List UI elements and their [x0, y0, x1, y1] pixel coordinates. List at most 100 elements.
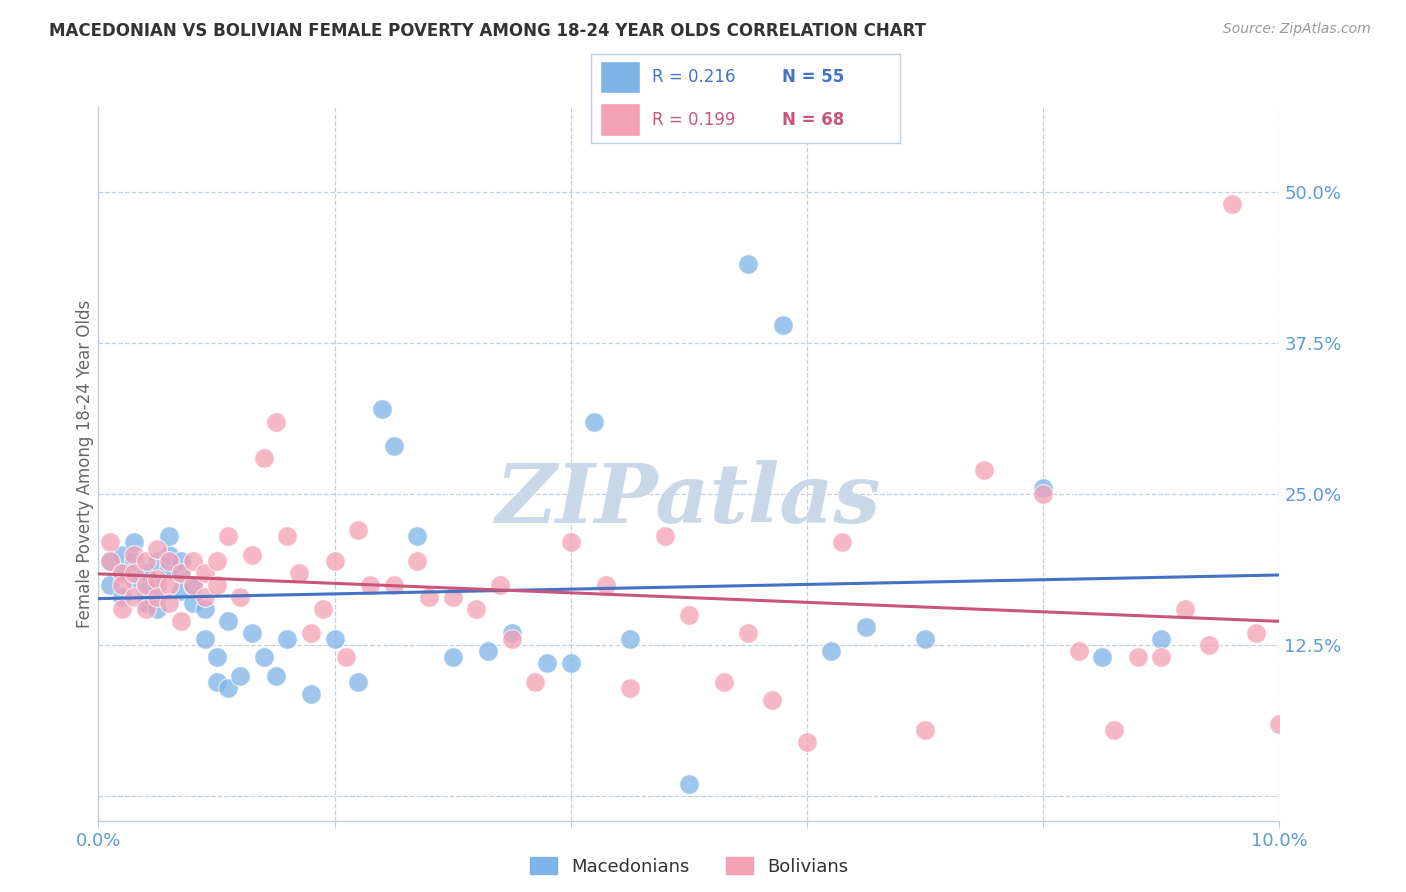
Point	[264, 668, 287, 682]
Point	[737, 257, 759, 271]
Point	[122, 553, 145, 567]
Point	[157, 578, 180, 592]
Point	[157, 548, 180, 562]
Point	[1032, 487, 1054, 501]
Point	[713, 674, 735, 689]
Point	[595, 578, 617, 592]
Point	[441, 650, 464, 665]
Point	[122, 566, 145, 580]
Point	[678, 777, 700, 791]
Point	[135, 596, 157, 610]
Point	[761, 692, 783, 706]
Point	[406, 553, 429, 567]
Point	[501, 626, 523, 640]
Point	[135, 583, 157, 598]
Point	[276, 632, 298, 647]
Point	[654, 529, 676, 543]
Point	[146, 578, 169, 592]
Point	[194, 632, 217, 647]
Text: R = 0.216: R = 0.216	[652, 68, 735, 86]
Point	[299, 626, 322, 640]
Point	[264, 415, 287, 429]
Point	[678, 607, 700, 622]
Point	[135, 602, 157, 616]
Point	[335, 650, 357, 665]
Point	[1244, 626, 1267, 640]
Point	[181, 553, 204, 567]
Point	[111, 566, 134, 580]
Point	[973, 463, 995, 477]
Point	[146, 553, 169, 567]
Point	[135, 566, 157, 580]
Point	[170, 566, 193, 580]
Legend: Macedonians, Bolivians: Macedonians, Bolivians	[523, 850, 855, 883]
Point	[312, 602, 335, 616]
Point	[146, 590, 169, 604]
Point	[181, 578, 204, 592]
Point	[122, 548, 145, 562]
Point	[253, 650, 276, 665]
Point	[737, 626, 759, 640]
Point	[465, 602, 488, 616]
Point	[1150, 632, 1173, 647]
Point	[170, 566, 193, 580]
Point	[98, 535, 121, 549]
Point	[205, 674, 228, 689]
Point	[135, 553, 157, 567]
Point	[122, 535, 145, 549]
Text: R = 0.199: R = 0.199	[652, 111, 735, 128]
Text: MACEDONIAN VS BOLIVIAN FEMALE POVERTY AMONG 18-24 YEAR OLDS CORRELATION CHART: MACEDONIAN VS BOLIVIAN FEMALE POVERTY AM…	[49, 22, 927, 40]
Point	[111, 566, 134, 580]
Point	[1126, 650, 1149, 665]
Point	[205, 553, 228, 567]
Point	[1174, 602, 1197, 616]
Point	[170, 614, 193, 628]
Point	[146, 602, 169, 616]
Y-axis label: Female Poverty Among 18-24 Year Olds: Female Poverty Among 18-24 Year Olds	[76, 300, 94, 628]
Point	[501, 632, 523, 647]
Point	[619, 632, 641, 647]
Point	[135, 578, 157, 592]
Point	[98, 578, 121, 592]
Point	[418, 590, 440, 604]
FancyBboxPatch shape	[600, 103, 640, 136]
Point	[299, 687, 322, 701]
Point	[382, 439, 405, 453]
Point	[157, 596, 180, 610]
Point	[441, 590, 464, 604]
Point	[98, 553, 121, 567]
Point	[111, 578, 134, 592]
Point	[122, 590, 145, 604]
Point	[406, 529, 429, 543]
Point	[111, 590, 134, 604]
Point	[831, 535, 853, 549]
Point	[1150, 650, 1173, 665]
Point	[157, 529, 180, 543]
Text: N = 68: N = 68	[782, 111, 845, 128]
Point	[489, 578, 512, 592]
Point	[772, 318, 794, 332]
Point	[98, 553, 121, 567]
Text: N = 55: N = 55	[782, 68, 845, 86]
Point	[288, 566, 311, 580]
Point	[1067, 644, 1090, 658]
Point	[524, 674, 547, 689]
Point	[194, 566, 217, 580]
Point	[560, 657, 582, 671]
Point	[536, 657, 558, 671]
Point	[181, 596, 204, 610]
Point	[347, 524, 370, 538]
Point	[157, 559, 180, 574]
Text: ZIPatlas: ZIPatlas	[496, 459, 882, 540]
Point	[205, 650, 228, 665]
Point	[1198, 638, 1220, 652]
Point	[170, 583, 193, 598]
Point	[796, 735, 818, 749]
Point	[1091, 650, 1114, 665]
Point	[253, 450, 276, 465]
Point	[1102, 723, 1125, 737]
Point	[229, 590, 252, 604]
Point	[1032, 481, 1054, 495]
Text: Source: ZipAtlas.com: Source: ZipAtlas.com	[1223, 22, 1371, 37]
Point	[146, 541, 169, 556]
